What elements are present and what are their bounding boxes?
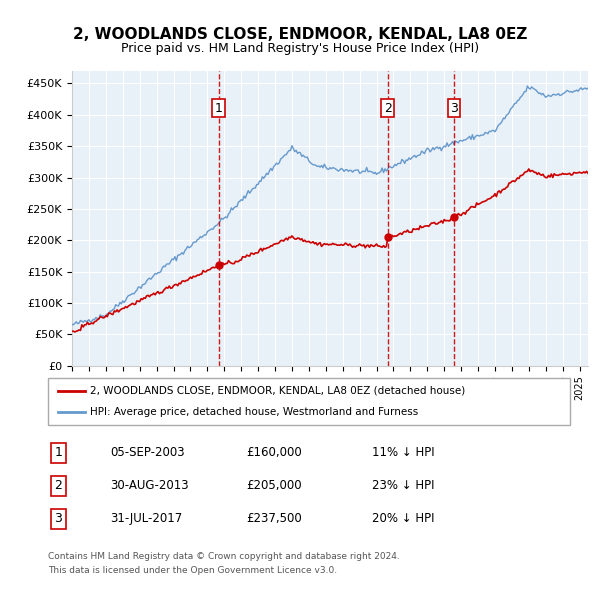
Text: HPI: Average price, detached house, Westmorland and Furness: HPI: Average price, detached house, West… bbox=[90, 407, 418, 417]
Text: 2: 2 bbox=[55, 479, 62, 493]
Text: 3: 3 bbox=[450, 102, 458, 115]
Text: Contains HM Land Registry data © Crown copyright and database right 2024.: Contains HM Land Registry data © Crown c… bbox=[48, 552, 400, 560]
Text: £237,500: £237,500 bbox=[247, 513, 302, 526]
Text: 11% ↓ HPI: 11% ↓ HPI bbox=[371, 446, 434, 459]
Text: 1: 1 bbox=[215, 102, 223, 115]
Text: This data is licensed under the Open Government Licence v3.0.: This data is licensed under the Open Gov… bbox=[48, 566, 337, 575]
FancyBboxPatch shape bbox=[48, 378, 570, 425]
Text: £160,000: £160,000 bbox=[247, 446, 302, 459]
Text: 3: 3 bbox=[55, 513, 62, 526]
Text: 31-JUL-2017: 31-JUL-2017 bbox=[110, 513, 183, 526]
Text: Price paid vs. HM Land Registry's House Price Index (HPI): Price paid vs. HM Land Registry's House … bbox=[121, 42, 479, 55]
Text: 2, WOODLANDS CLOSE, ENDMOOR, KENDAL, LA8 0EZ: 2, WOODLANDS CLOSE, ENDMOOR, KENDAL, LA8… bbox=[73, 27, 527, 41]
Text: 30-AUG-2013: 30-AUG-2013 bbox=[110, 479, 189, 493]
Text: 1: 1 bbox=[55, 446, 62, 459]
Text: 2: 2 bbox=[384, 102, 392, 115]
Text: 05-SEP-2003: 05-SEP-2003 bbox=[110, 446, 185, 459]
Text: £205,000: £205,000 bbox=[247, 479, 302, 493]
Text: 20% ↓ HPI: 20% ↓ HPI bbox=[371, 513, 434, 526]
Text: 2, WOODLANDS CLOSE, ENDMOOR, KENDAL, LA8 0EZ (detached house): 2, WOODLANDS CLOSE, ENDMOOR, KENDAL, LA8… bbox=[90, 386, 465, 396]
Text: 23% ↓ HPI: 23% ↓ HPI bbox=[371, 479, 434, 493]
